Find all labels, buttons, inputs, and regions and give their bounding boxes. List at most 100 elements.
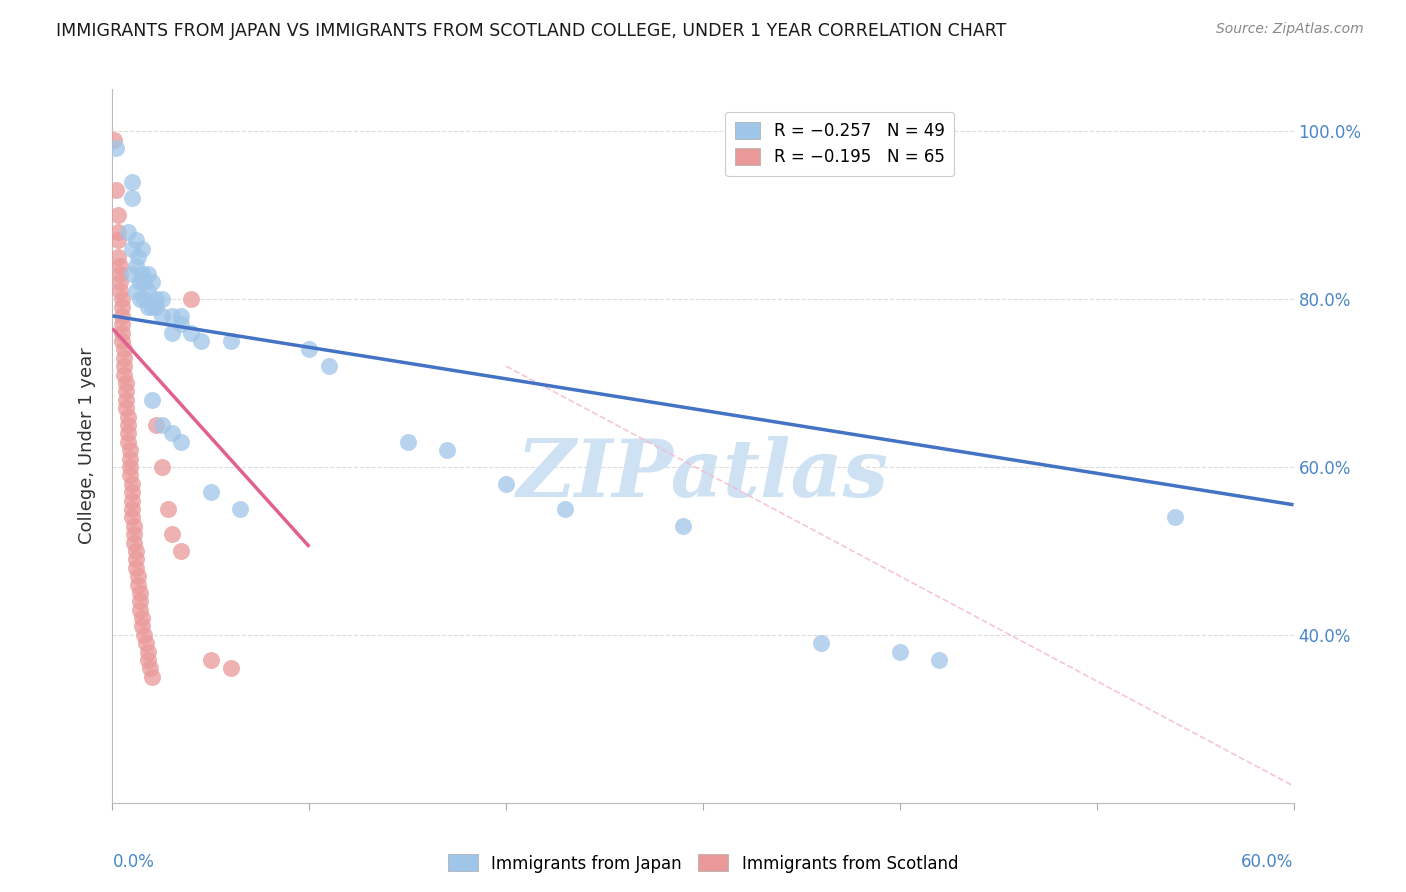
Point [120, 443, 142, 458]
Point [136, 284, 159, 298]
Point [495, 476, 517, 491]
Y-axis label: College, Under 1 year: College, Under 1 year [77, 348, 96, 544]
Point [107, 225, 129, 239]
Point [125, 284, 148, 298]
Point [105, 183, 128, 197]
Point [145, 292, 167, 306]
Point [132, 628, 155, 642]
Point [107, 233, 129, 247]
Point [150, 460, 173, 475]
Point [112, 359, 135, 374]
Point [121, 476, 143, 491]
Point [127, 250, 149, 264]
Point [105, 141, 128, 155]
Point [115, 376, 138, 390]
Point [122, 527, 145, 541]
Point [298, 343, 321, 357]
Point [160, 309, 183, 323]
Point [115, 401, 138, 416]
Point [139, 661, 162, 675]
Point [180, 292, 202, 306]
Point [200, 485, 222, 500]
Point [219, 334, 242, 348]
Point [136, 645, 159, 659]
Point [120, 468, 142, 483]
Point [125, 233, 148, 247]
Point [122, 518, 145, 533]
Point [928, 653, 950, 667]
Point [889, 645, 911, 659]
Point [117, 434, 139, 449]
Point [121, 485, 143, 500]
Point [141, 392, 163, 407]
Point [111, 318, 134, 332]
Point [111, 334, 134, 348]
Point [117, 225, 139, 239]
Point [120, 460, 142, 475]
Point [156, 502, 179, 516]
Point [110, 275, 132, 289]
Point [111, 292, 134, 306]
Point [132, 275, 155, 289]
Point [121, 175, 143, 189]
Point [229, 502, 252, 516]
Point [136, 267, 159, 281]
Point [111, 326, 134, 340]
Point [150, 417, 173, 432]
Point [136, 653, 159, 667]
Point [110, 267, 132, 281]
Point [131, 611, 153, 625]
Point [117, 409, 139, 424]
Point [120, 451, 142, 466]
Point [190, 334, 212, 348]
Point [150, 309, 173, 323]
Point [160, 426, 183, 441]
Point [122, 535, 145, 549]
Point [111, 301, 134, 315]
Point [121, 242, 143, 256]
Point [131, 242, 153, 256]
Point [121, 493, 143, 508]
Point [141, 670, 163, 684]
Point [170, 434, 193, 449]
Point [1164, 510, 1187, 524]
Point [170, 318, 193, 332]
Point [121, 191, 143, 205]
Point [112, 368, 135, 382]
Point [132, 292, 155, 306]
Point [112, 343, 135, 357]
Point [107, 208, 129, 222]
Point [170, 309, 193, 323]
Point [554, 502, 576, 516]
Point [672, 518, 695, 533]
Point [145, 301, 167, 315]
Point [115, 384, 138, 399]
Point [180, 326, 202, 340]
Point [125, 552, 148, 566]
Point [117, 417, 139, 432]
Text: ZIPatlas: ZIPatlas [517, 436, 889, 513]
Legend: Immigrants from Japan, Immigrants from Scotland: Immigrants from Japan, Immigrants from S… [441, 847, 965, 880]
Point [117, 426, 139, 441]
Point [160, 326, 183, 340]
Point [436, 443, 458, 458]
Point [129, 275, 152, 289]
Point [810, 636, 832, 650]
Point [141, 301, 163, 315]
Point [129, 603, 152, 617]
Point [170, 544, 193, 558]
Point [131, 619, 153, 633]
Point [121, 267, 143, 281]
Point [396, 434, 419, 449]
Point [112, 351, 135, 365]
Point [200, 653, 222, 667]
Point [129, 586, 152, 600]
Point [129, 292, 152, 306]
Point [121, 510, 143, 524]
Point [110, 259, 132, 273]
Point [141, 275, 163, 289]
Point [125, 544, 148, 558]
Point [129, 594, 152, 608]
Point [115, 392, 138, 407]
Point [111, 309, 134, 323]
